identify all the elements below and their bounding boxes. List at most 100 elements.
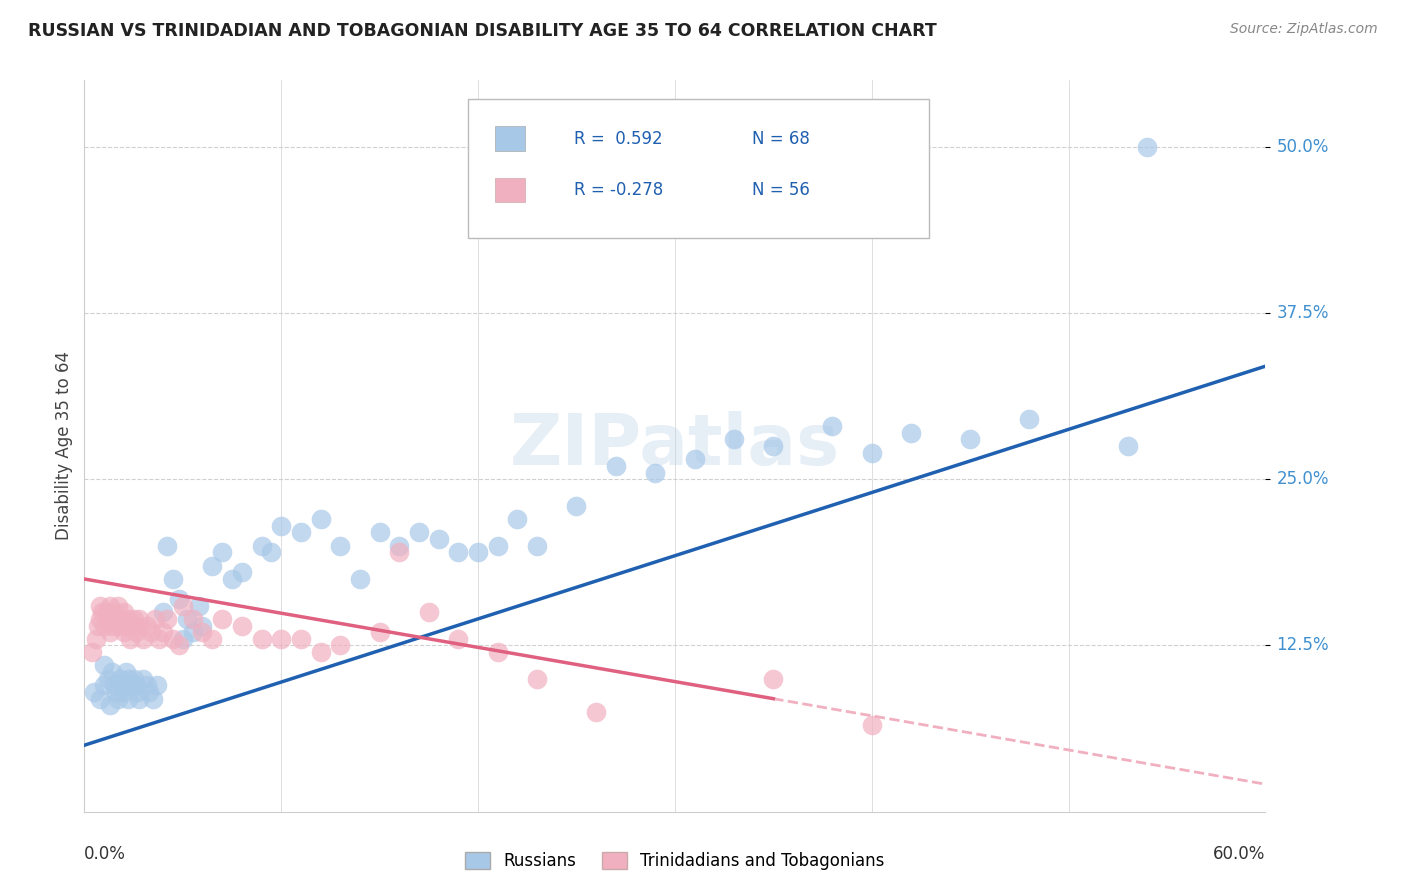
Point xyxy=(104,612,127,626)
Point xyxy=(526,672,548,686)
Point xyxy=(388,539,411,553)
Point xyxy=(683,452,706,467)
Point xyxy=(124,678,146,692)
Point xyxy=(152,605,174,619)
Point xyxy=(605,458,627,473)
Point xyxy=(83,685,105,699)
Point xyxy=(162,632,184,646)
Point xyxy=(172,599,194,613)
Point xyxy=(112,625,135,640)
Point xyxy=(467,545,489,559)
Point xyxy=(821,419,844,434)
Point xyxy=(388,545,411,559)
Point xyxy=(108,618,131,632)
Point xyxy=(146,678,169,692)
Point xyxy=(506,512,529,526)
Point xyxy=(107,691,129,706)
Point xyxy=(87,618,110,632)
Text: N = 68: N = 68 xyxy=(752,130,810,148)
Point xyxy=(162,572,184,586)
Legend: Russians, Trinidadians and Tobagonians: Russians, Trinidadians and Tobagonians xyxy=(458,845,891,877)
Point xyxy=(108,672,131,686)
Point xyxy=(250,539,273,553)
Point xyxy=(1136,140,1159,154)
Text: R = -0.278: R = -0.278 xyxy=(575,181,664,199)
Point xyxy=(121,678,143,692)
Point xyxy=(136,618,159,632)
Point xyxy=(104,685,127,699)
Point xyxy=(136,678,159,692)
Point xyxy=(89,612,111,626)
Point xyxy=(762,672,785,686)
Point xyxy=(860,445,883,459)
Point xyxy=(117,672,139,686)
Point xyxy=(91,605,114,619)
FancyBboxPatch shape xyxy=(495,178,524,202)
Point xyxy=(101,665,124,679)
Point xyxy=(114,665,136,679)
FancyBboxPatch shape xyxy=(495,127,524,152)
Text: 50.0%: 50.0% xyxy=(1277,137,1329,156)
Point xyxy=(127,685,149,699)
Point xyxy=(82,645,104,659)
Point xyxy=(201,632,224,646)
Point xyxy=(260,545,283,559)
Point xyxy=(1116,439,1139,453)
Point xyxy=(124,625,146,640)
Point xyxy=(959,433,981,447)
Point xyxy=(156,612,179,626)
Text: ZIPatlas: ZIPatlas xyxy=(510,411,839,481)
Point xyxy=(368,525,391,540)
Point xyxy=(486,539,509,553)
Point xyxy=(89,599,111,613)
Text: 12.5%: 12.5% xyxy=(1277,637,1329,655)
Point xyxy=(156,539,179,553)
Point xyxy=(128,691,150,706)
Point xyxy=(121,618,143,632)
Point xyxy=(447,632,470,646)
Point xyxy=(211,545,233,559)
Point xyxy=(270,632,292,646)
Point xyxy=(860,718,883,732)
Point xyxy=(329,539,352,553)
Point xyxy=(565,499,588,513)
Point xyxy=(89,691,111,706)
Point xyxy=(107,599,129,613)
Point xyxy=(201,558,224,573)
Point xyxy=(309,645,332,659)
Point xyxy=(98,599,121,613)
Text: 37.5%: 37.5% xyxy=(1277,304,1329,322)
Point xyxy=(526,539,548,553)
Point xyxy=(127,618,149,632)
Point xyxy=(141,625,163,640)
Point xyxy=(111,678,134,692)
Point xyxy=(290,632,312,646)
Point xyxy=(762,439,785,453)
Point xyxy=(329,639,352,653)
Point xyxy=(152,625,174,640)
Point xyxy=(900,425,922,440)
Point xyxy=(408,525,430,540)
Point xyxy=(93,618,115,632)
Point xyxy=(187,599,209,613)
Point xyxy=(94,605,117,619)
Point xyxy=(270,518,292,533)
Y-axis label: Disability Age 35 to 64: Disability Age 35 to 64 xyxy=(55,351,73,541)
Point xyxy=(368,625,391,640)
Point xyxy=(111,612,134,626)
Text: Source: ZipAtlas.com: Source: ZipAtlas.com xyxy=(1230,22,1378,37)
Point xyxy=(143,612,166,626)
Point xyxy=(418,605,440,619)
Point xyxy=(644,466,666,480)
Point xyxy=(191,625,214,640)
Point xyxy=(181,612,204,626)
Point xyxy=(309,512,332,526)
Point xyxy=(176,612,198,626)
Text: 60.0%: 60.0% xyxy=(1213,845,1265,863)
Text: R =  0.592: R = 0.592 xyxy=(575,130,664,148)
Point xyxy=(211,612,233,626)
Point xyxy=(167,591,190,606)
Point xyxy=(231,566,253,580)
Point xyxy=(118,632,141,646)
Point xyxy=(112,685,135,699)
